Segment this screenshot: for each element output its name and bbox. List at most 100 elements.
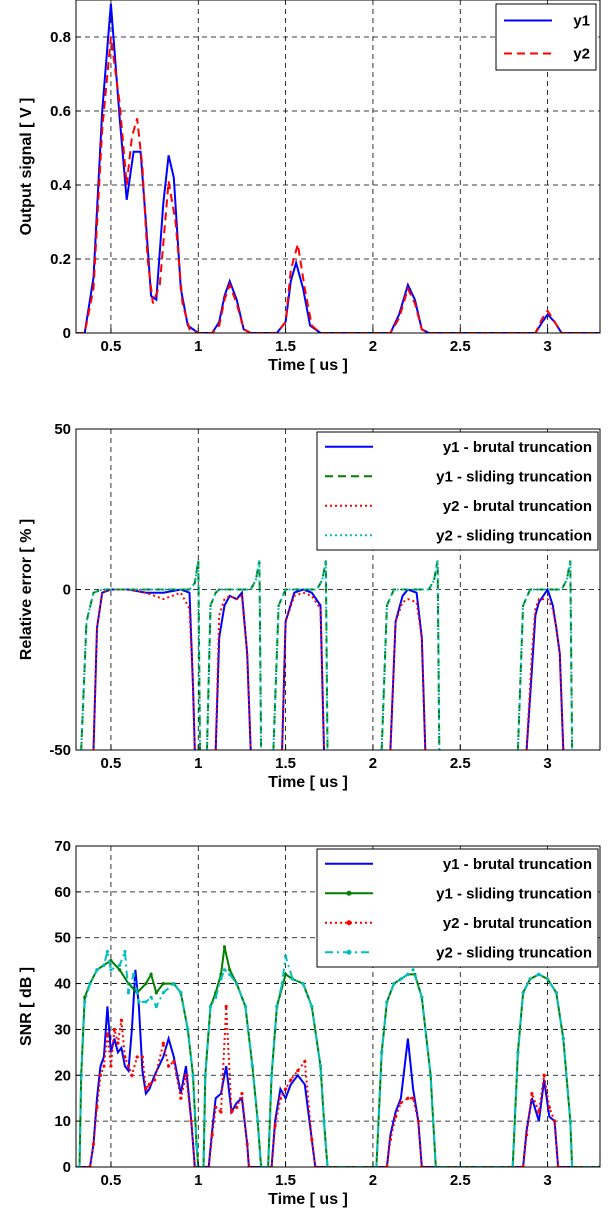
- x-tick-label: 3: [543, 338, 551, 355]
- series-point: [109, 1064, 113, 1068]
- series-point: [91, 1142, 96, 1146]
- x-axis-label: Time [ us ]: [268, 774, 348, 791]
- legend: y1 - brutal truncation y1 - sliding trunc…: [316, 848, 599, 968]
- x-tick-label: 1.5: [275, 755, 296, 772]
- legend-label: y2 - sliding truncation: [436, 527, 592, 544]
- series-point: [116, 1041, 120, 1045]
- chart-panel-2: 0.5 1 1.5 2 2.5 3 -50 0 50 Time [ us ] Relative er…: [18, 421, 601, 791]
- series-point: [546, 977, 550, 981]
- series-point: [290, 977, 295, 981]
- series-point: [229, 1110, 234, 1114]
- y-axis-label: SNR [ dB ]: [18, 967, 35, 1046]
- y-tick-label: 60: [54, 884, 71, 901]
- x-tick-label: 1: [194, 1172, 202, 1189]
- series-point: [406, 1096, 410, 1100]
- series-point: [284, 972, 288, 977]
- legend-box: [495, 3, 597, 71]
- y-tick-label: 20: [54, 1067, 71, 1084]
- series-point: [420, 995, 424, 999]
- series-point: [147, 1082, 151, 1087]
- series-point: [144, 1000, 148, 1004]
- series-point: [172, 981, 176, 986]
- series-point: [273, 1124, 277, 1128]
- legend-label: y2 - brutal truncation: [443, 915, 592, 932]
- series-point: [186, 1027, 190, 1032]
- series-point: [554, 991, 558, 995]
- series-group: [76, 3, 600, 333]
- x-tick-label: 0.5: [101, 755, 122, 772]
- x-tick-label: 1.5: [275, 338, 296, 355]
- y-tick-label: 0.6: [50, 103, 71, 120]
- legend: y1 y2: [495, 3, 597, 71]
- legend-label: y2: [573, 46, 590, 63]
- series-point: [270, 1073, 274, 1077]
- series-line: [389, 597, 427, 750]
- series-point: [203, 1073, 207, 1077]
- series-point: [179, 991, 183, 995]
- series-group: [80, 560, 574, 750]
- series-point: [102, 963, 106, 967]
- series-line: [206, 560, 263, 750]
- series-point: [310, 1137, 314, 1142]
- legend: y1 - brutal truncation y1 - sliding trunc…: [316, 431, 599, 551]
- series-point: [243, 1004, 248, 1009]
- series-line: [281, 588, 325, 750]
- x-tick-label: 3: [543, 755, 551, 772]
- series-point: [224, 1004, 228, 1009]
- series-point: [123, 1055, 127, 1059]
- series-point: [284, 1087, 288, 1091]
- series-point: [256, 1119, 260, 1123]
- series-point: [250, 1064, 255, 1068]
- y-tick-label: 0: [63, 325, 71, 342]
- y-axis-label: Output signal [ V ]: [18, 98, 35, 236]
- y-axis-label: Relative error [ % ]: [18, 519, 35, 660]
- series-point: [140, 1055, 144, 1059]
- series-point: [95, 968, 99, 972]
- series-point: [132, 972, 136, 977]
- legend-label: y1: [573, 13, 590, 30]
- series-point: [399, 1101, 403, 1105]
- legend-box: [316, 431, 599, 551]
- series-point: [172, 1059, 176, 1064]
- x-tick-label: 2: [369, 755, 377, 772]
- series-point: [126, 991, 130, 995]
- series-point: [126, 1064, 130, 1068]
- series-point: [194, 1142, 199, 1146]
- series-point: [278, 1096, 282, 1100]
- series-line: [76, 36, 600, 333]
- legend-label: y2 - brutal truncation: [443, 498, 592, 515]
- series-point: [537, 1110, 541, 1114]
- x-tick-label: 3: [543, 1172, 551, 1189]
- series-point: [112, 1027, 117, 1032]
- series-point: [516, 1050, 520, 1054]
- legend-label: y1 - sliding truncation: [436, 468, 592, 485]
- y-tick-label: 0.4: [50, 177, 72, 194]
- series-point: [394, 1114, 398, 1119]
- series-point: [161, 1041, 165, 1045]
- series-point: [385, 1000, 389, 1004]
- series-point: [83, 1000, 87, 1004]
- series-point: [105, 949, 110, 954]
- series-point: [118, 968, 122, 972]
- series-line: [380, 560, 441, 750]
- series-point: [411, 968, 415, 972]
- series-point: [214, 1105, 218, 1109]
- y-tick-label: -50: [49, 742, 71, 759]
- series-point: [568, 1119, 572, 1123]
- series-line: [525, 587, 565, 750]
- y-tick-label: 0: [63, 582, 71, 599]
- series-point: [149, 972, 153, 977]
- series-point: [388, 1137, 392, 1142]
- legend-box: [316, 848, 599, 968]
- series-line: [76, 1006, 600, 1167]
- series-point: [392, 981, 396, 986]
- legend-label: y2 - sliding truncation: [436, 944, 592, 961]
- x-tick-label: 2.5: [450, 755, 471, 772]
- series-point: [322, 1119, 326, 1123]
- y-tick-label: 40: [54, 976, 71, 993]
- y-tick-label: 30: [54, 1021, 71, 1038]
- series-point: [275, 1004, 279, 1009]
- series-point: [235, 1105, 239, 1109]
- series-point: [137, 1000, 141, 1004]
